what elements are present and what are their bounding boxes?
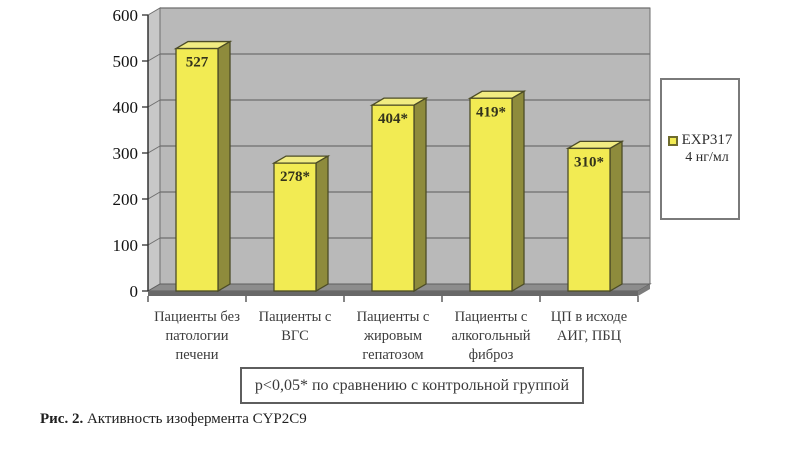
bar (469, 97, 513, 292)
bar (175, 47, 219, 292)
gridline-side-stub (147, 191, 161, 200)
x-category-label: Пациенты с ВГС (259, 309, 332, 344)
bar-side-face (609, 140, 623, 293)
bar-side-face (511, 90, 525, 293)
y-axis-tick-label: 100 (113, 236, 139, 255)
legend: EXP317 4 нг/мл (660, 78, 740, 220)
bar-value-label: 310* (574, 154, 604, 170)
figure-caption: Рис. 2. Активность изофермента CYP2C9 (40, 411, 307, 428)
figure-caption-text: Активность изофермента CYP2C9 (83, 411, 307, 427)
bar-value-label: 419* (476, 104, 506, 120)
legend-swatch-icon (667, 135, 678, 146)
gridline-side-stub (147, 99, 161, 108)
bar (371, 104, 415, 292)
x-category-label: Пациенты с алкогольный фиброз (451, 309, 530, 363)
bar-value-label: 527 (186, 55, 209, 71)
bar-side-face (217, 40, 231, 293)
y-axis-tick-label: 300 (113, 144, 139, 163)
y-axis-tick-label: 400 (113, 98, 139, 117)
x-category-label: Пациенты с жировым гепатозом (357, 309, 430, 363)
bar (273, 162, 317, 292)
figure-caption-number: Рис. 2. (40, 411, 84, 427)
gridline-side-stub (147, 145, 161, 154)
significance-note-text: p<0,05* по сравнению с контрольной групп… (254, 376, 570, 394)
gridline-side-stub (147, 53, 161, 62)
y-axis-tick-label: 0 (130, 282, 139, 301)
chart-floor-right-edge (638, 284, 650, 296)
y-axis-tick-label: 200 (113, 190, 139, 209)
legend-series-label: EXP317 (681, 132, 733, 148)
bar-side-face (413, 97, 427, 293)
bar-value-label: 278* (280, 169, 310, 185)
bar-value-label: 404* (378, 111, 408, 127)
y-axis-tick-label: 600 (113, 6, 139, 25)
bar (567, 147, 611, 292)
x-category-label: Пациенты без патологии печени (154, 309, 240, 363)
chart-floor-front-edge (148, 291, 638, 296)
x-category-label: ЦП в исходе АИГ, ПБЦ (551, 309, 627, 344)
y-axis-tick-label: 500 (113, 52, 139, 71)
legend-series-sublabel: 4 нг/мл (685, 150, 729, 165)
legend-entry: EXP317 (667, 132, 733, 149)
bar-side-face (315, 154, 329, 293)
significance-note: p<0,05* по сравнению с контрольной групп… (240, 367, 584, 404)
gridline-side-stub (147, 237, 161, 246)
